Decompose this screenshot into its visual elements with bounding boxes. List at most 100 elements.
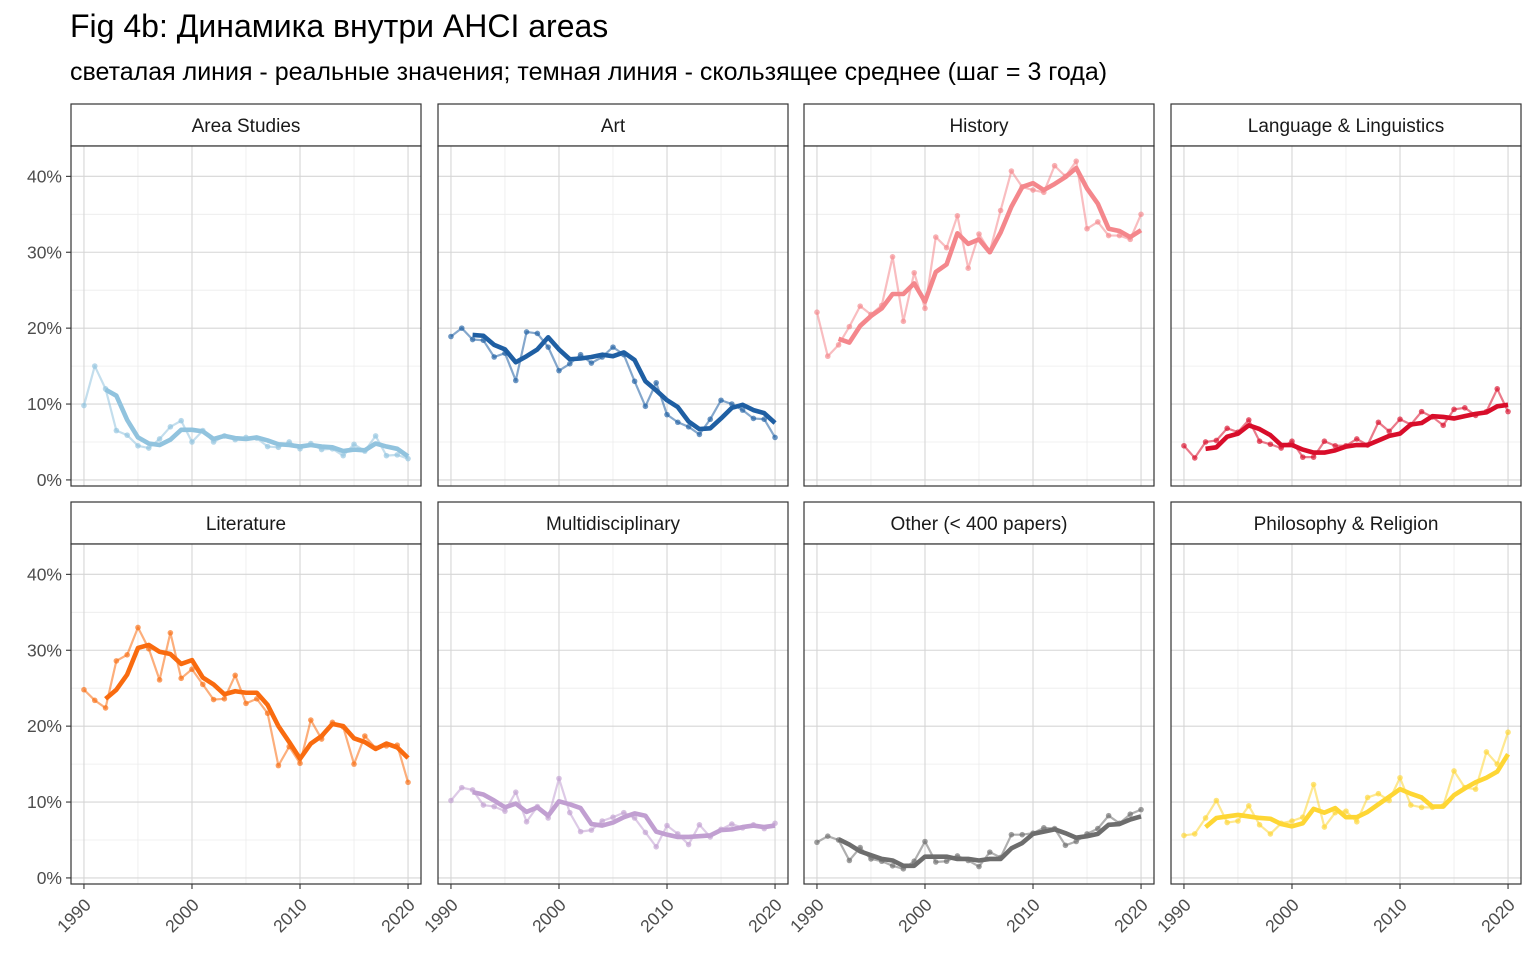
raw-data-point	[1202, 815, 1209, 821]
raw-data-point	[653, 379, 660, 386]
raw-data-point	[1483, 749, 1490, 755]
raw-data-point	[113, 658, 120, 664]
raw-data-point	[642, 403, 649, 410]
x-tick-label: 2020	[377, 895, 419, 937]
facet-strip	[1170, 103, 1522, 147]
raw-data-point	[1008, 831, 1015, 838]
raw-data-point	[653, 844, 660, 850]
raw-data-point	[1310, 781, 1317, 788]
raw-data-point	[1321, 438, 1328, 445]
raw-data-point	[1073, 158, 1080, 164]
y-tick-label: 20%	[27, 318, 62, 338]
moving-average-line	[837, 165, 1143, 345]
raw-data-point	[900, 318, 907, 325]
raw-data-point	[448, 797, 454, 804]
chart-subtitle: светалая линия - реальные значения; темн…	[70, 58, 1108, 86]
raw-data-point	[889, 254, 896, 260]
raw-data-point	[308, 717, 314, 723]
raw-data-point	[577, 828, 584, 835]
raw-data-point	[1235, 818, 1241, 824]
raw-data-point	[383, 452, 390, 459]
raw-data-point	[221, 696, 228, 702]
y-tick-label: 20%	[27, 716, 62, 736]
raw-data-point	[199, 681, 206, 688]
raw-data-point	[264, 443, 271, 450]
raw-data-point	[1138, 211, 1144, 218]
y-tick-label: 10%	[27, 792, 62, 812]
raw-data-point	[729, 821, 735, 827]
raw-data-point	[566, 361, 573, 367]
x-tick-label: 2010	[636, 895, 678, 937]
facet-strip	[437, 501, 789, 545]
raw-data-point	[91, 363, 98, 369]
raw-data-point	[502, 808, 508, 814]
x-tick-label: 2000	[894, 895, 936, 937]
raw-data-point	[1440, 422, 1447, 429]
raw-data-point	[631, 815, 638, 821]
facet-philosophy-religion: Philosophy & Religion 1990 2000 2010 2020	[1153, 501, 1522, 937]
raw-data-point	[1505, 729, 1511, 736]
raw-data-point	[997, 207, 1004, 214]
raw-data-point	[675, 419, 681, 426]
facet-literature: Literature 0% 10% 20% 30% 40% 1990 2000 2010 2020	[27, 501, 422, 937]
raw-data-point	[523, 329, 530, 335]
x-tick-label: 1990	[1153, 895, 1195, 937]
raw-data-point	[113, 427, 120, 434]
raw-data-point	[1310, 454, 1317, 460]
raw-data-point	[1418, 804, 1425, 811]
raw-data-point	[642, 829, 649, 836]
raw-data-point	[685, 424, 692, 430]
moving-average-line	[837, 814, 1142, 869]
facet-strip-label: History	[949, 116, 1009, 137]
panel-border	[803, 543, 1155, 885]
raw-data-point	[556, 367, 562, 374]
raw-data-point	[523, 818, 530, 825]
panel-border	[70, 145, 422, 487]
raw-data-point	[1397, 774, 1403, 781]
raw-data-point	[1213, 437, 1220, 444]
raw-data-point	[458, 784, 465, 791]
raw-data-point	[1375, 419, 1382, 426]
x-tick-label: 2000	[1261, 895, 1303, 937]
raw-data-point	[772, 434, 778, 441]
raw-data-point	[1408, 802, 1414, 808]
raw-data-point	[1191, 831, 1198, 837]
raw-data-point	[1224, 819, 1230, 826]
x-tick-label: 2020	[1110, 895, 1152, 937]
raw-data-point	[167, 629, 174, 636]
y-tick-label: 0%	[37, 470, 62, 490]
raw-data-point	[1191, 455, 1198, 461]
raw-data-point	[1505, 408, 1511, 415]
raw-data-point	[631, 378, 638, 385]
raw-data-point	[1289, 438, 1295, 445]
raw-data-point	[91, 697, 98, 704]
x-tick-label: 1990	[53, 895, 95, 937]
raw-data-point	[824, 833, 831, 839]
raw-data-point	[965, 265, 971, 271]
facet-other-400-papers: Other (< 400 papers) 1990 2000 2010 2020	[786, 501, 1155, 937]
chart-title: Fig 4b: Динамика внутри AHCI areas	[70, 8, 609, 44]
raw-data-point	[943, 244, 950, 251]
raw-data-point	[1051, 162, 1058, 169]
raw-data-point	[545, 344, 551, 350]
raw-data-point	[556, 775, 562, 782]
facet-strip-label: Area Studies	[192, 116, 301, 137]
raw-data-point	[1213, 797, 1220, 804]
moving-average-line	[472, 789, 776, 840]
raw-data-point	[718, 397, 724, 404]
raw-data-point	[1418, 408, 1425, 415]
raw-data-point	[178, 417, 184, 424]
raw-data-point	[889, 862, 896, 869]
raw-data-point	[824, 353, 831, 360]
raw-data-point	[156, 436, 163, 442]
raw-data-point	[512, 789, 519, 795]
raw-data-point	[1030, 187, 1036, 193]
y-tick-label: 30%	[27, 242, 62, 262]
raw-data-point	[81, 402, 87, 409]
raw-data-point	[750, 415, 757, 422]
raw-data-point	[835, 342, 842, 348]
raw-data-point	[512, 377, 519, 384]
raw-data-point	[340, 452, 347, 459]
